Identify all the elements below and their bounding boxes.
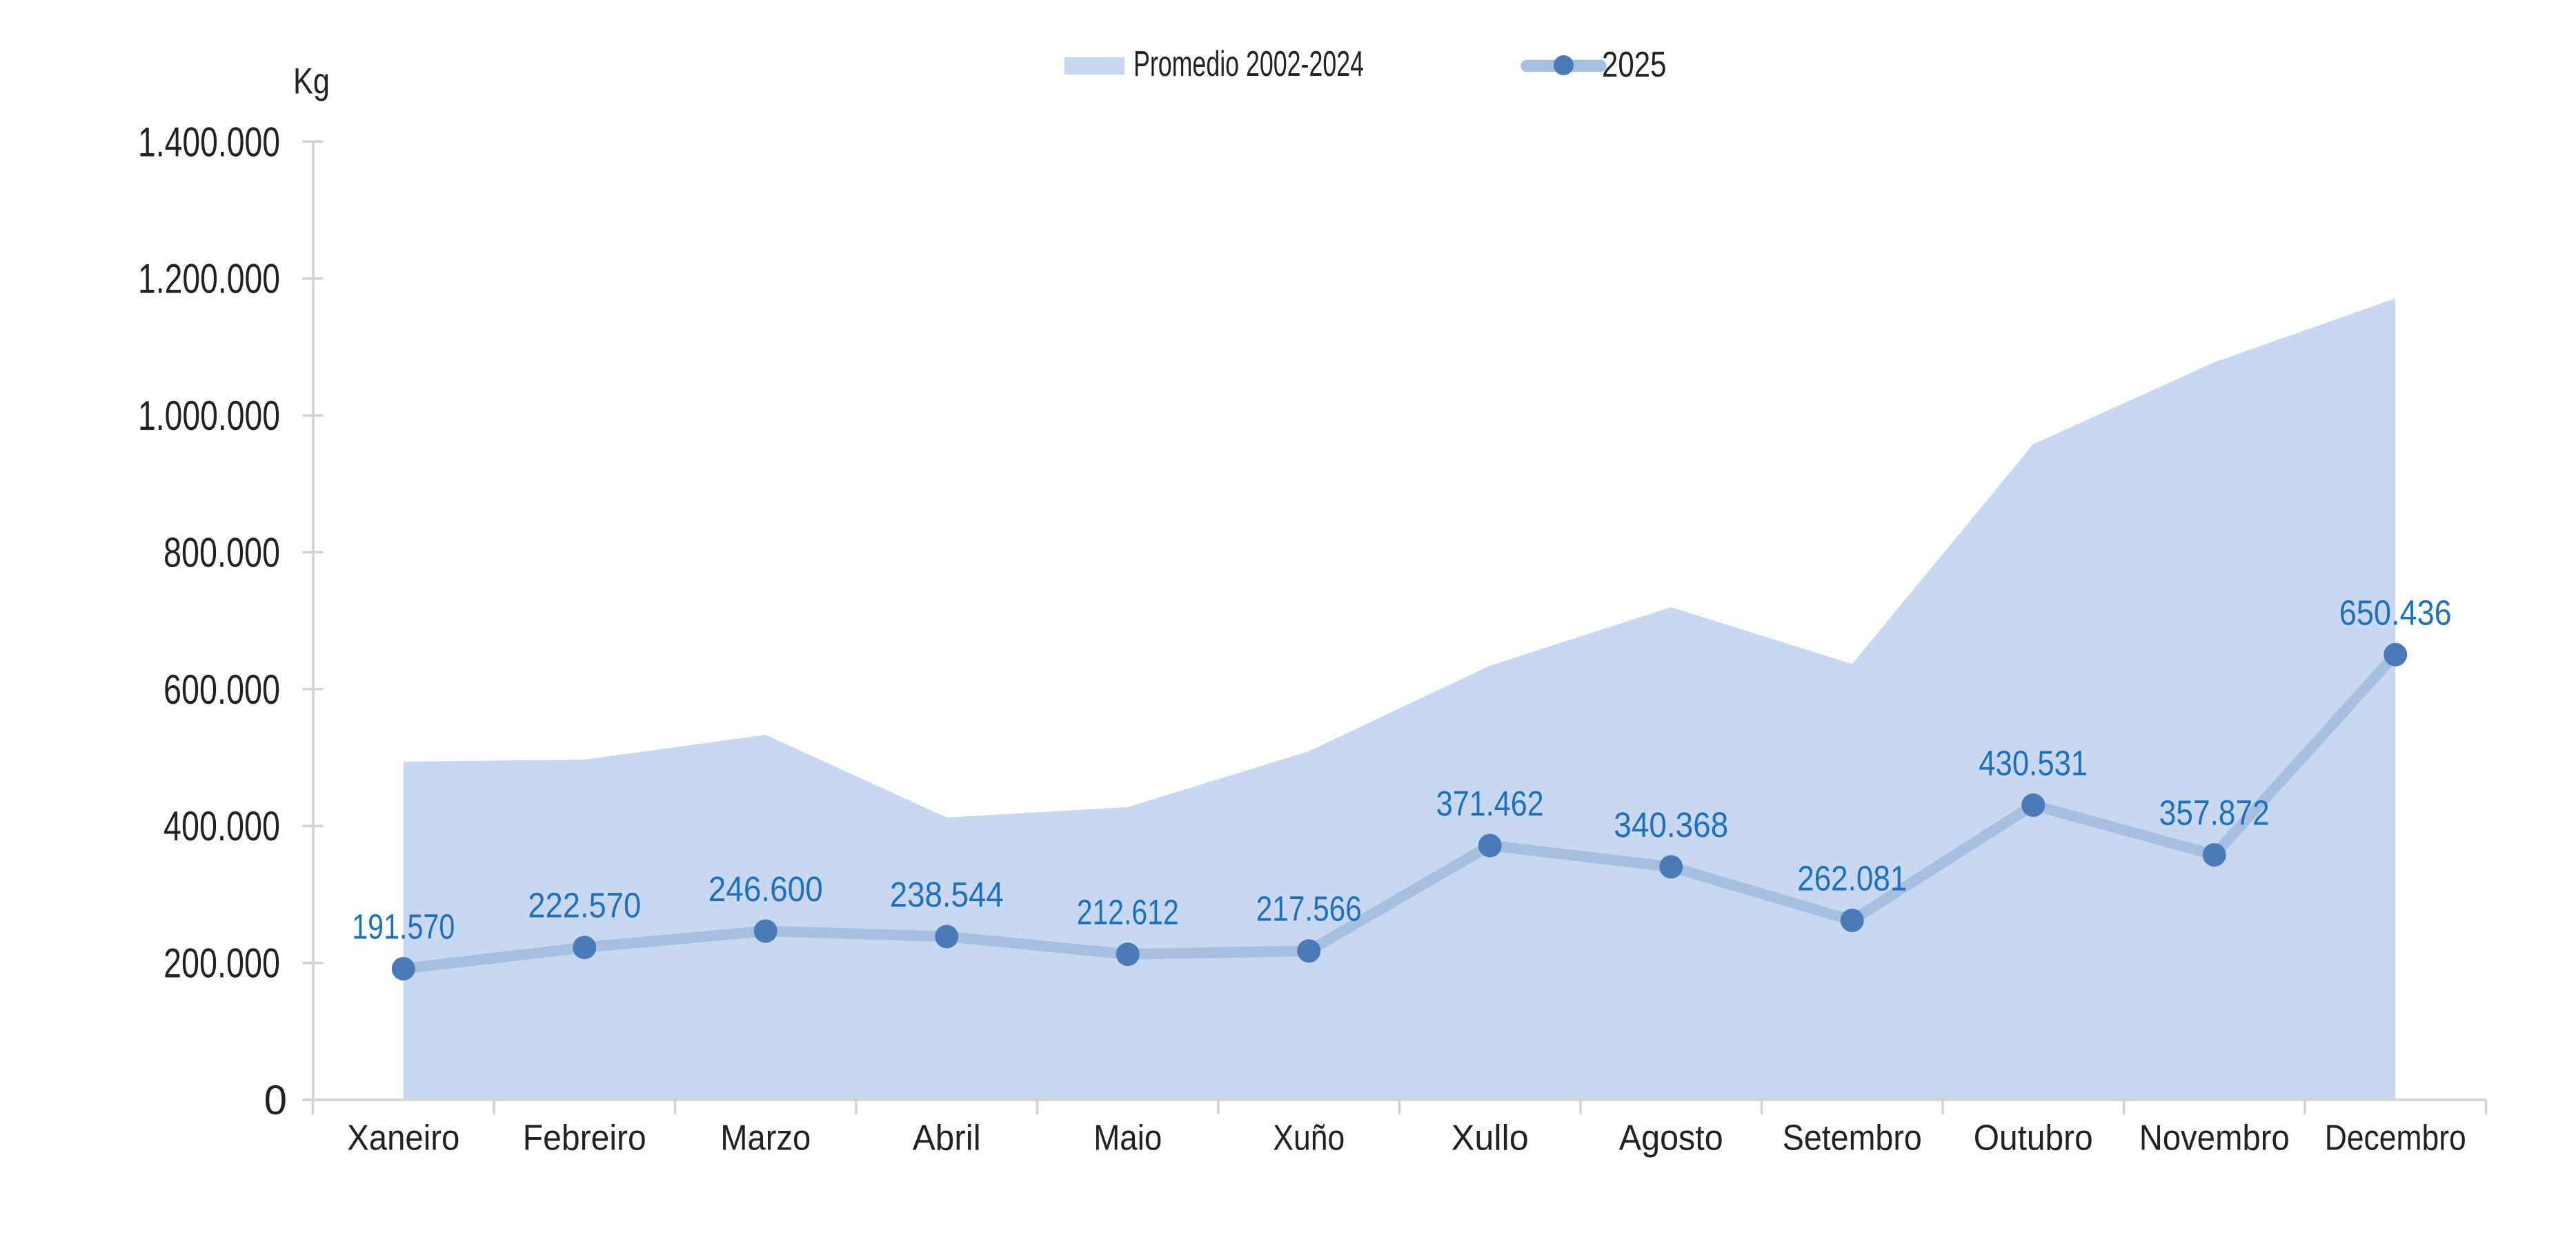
svg-text:800.000: 800.000	[164, 529, 280, 575]
svg-text:1.200.000: 1.200.000	[138, 256, 280, 302]
svg-text:2025: 2025	[1602, 44, 1667, 84]
svg-text:Kg: Kg	[293, 61, 330, 102]
svg-text:Outubro: Outubro	[1974, 1118, 2093, 1158]
svg-text:Xullo: Xullo	[1452, 1118, 1529, 1158]
svg-text:Setembro: Setembro	[1783, 1118, 1922, 1158]
svg-text:Novembro: Novembro	[2139, 1118, 2290, 1158]
svg-text:650.436: 650.436	[2339, 593, 2452, 632]
svg-text:Xuño: Xuño	[1273, 1118, 1345, 1158]
svg-text:Promedio 2002-2024: Promedio 2002-2024	[1133, 43, 1364, 83]
svg-text:Abril: Abril	[913, 1118, 981, 1158]
svg-text:340.368: 340.368	[1614, 805, 1728, 845]
svg-text:400.000: 400.000	[164, 803, 280, 849]
svg-text:Decembro: Decembro	[2325, 1118, 2466, 1158]
svg-text:191.570: 191.570	[352, 907, 455, 947]
svg-text:212.612: 212.612	[1077, 893, 1179, 932]
svg-text:0: 0	[264, 1077, 287, 1123]
svg-text:Agosto: Agosto	[1619, 1118, 1723, 1158]
svg-text:200.000: 200.000	[164, 940, 280, 987]
svg-text:Xaneiro: Xaneiro	[347, 1118, 459, 1158]
svg-text:262.081: 262.081	[1797, 859, 1907, 898]
svg-text:Maio: Maio	[1093, 1118, 1162, 1158]
svg-text:Febreiro: Febreiro	[523, 1118, 646, 1158]
svg-text:600.000: 600.000	[164, 667, 280, 713]
svg-text:246.600: 246.600	[709, 869, 823, 909]
svg-text:430.531: 430.531	[1979, 743, 2088, 782]
svg-text:238.544: 238.544	[890, 875, 1004, 914]
svg-text:371.462: 371.462	[1436, 784, 1544, 823]
svg-text:Marzo: Marzo	[720, 1118, 811, 1158]
svg-text:217.566: 217.566	[1256, 889, 1362, 929]
svg-text:1.400.000: 1.400.000	[138, 119, 280, 165]
svg-text:222.570: 222.570	[528, 886, 641, 925]
svg-text:1.000.000: 1.000.000	[138, 393, 280, 439]
svg-text:357.872: 357.872	[2159, 793, 2270, 833]
